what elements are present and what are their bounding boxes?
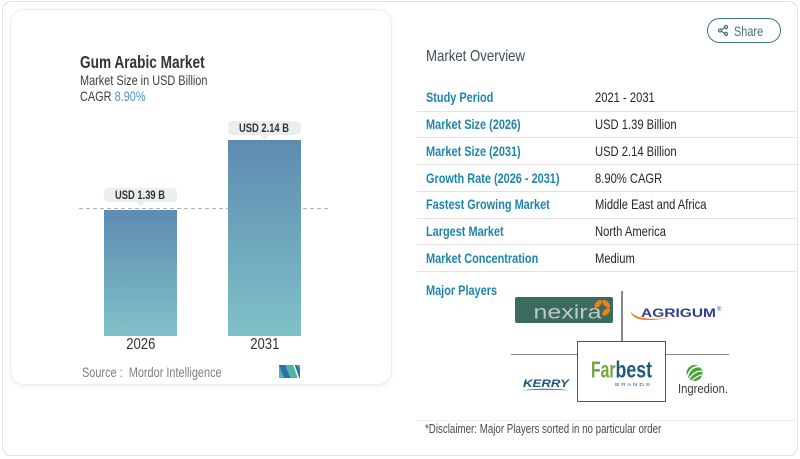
svg-text:Ingredion.: Ingredion. [678, 382, 728, 396]
svg-text:AGRIGUM: AGRIGUM [641, 308, 716, 320]
svg-text:nexira: nexira [534, 303, 603, 324]
svg-text:best: best [616, 357, 653, 383]
svg-text:®: ® [717, 306, 722, 313]
svg-text:KERRY: KERRY [523, 378, 571, 390]
svg-text:Far: Far [591, 357, 616, 383]
svg-text:B R A N D S: B R A N D S [615, 382, 650, 387]
